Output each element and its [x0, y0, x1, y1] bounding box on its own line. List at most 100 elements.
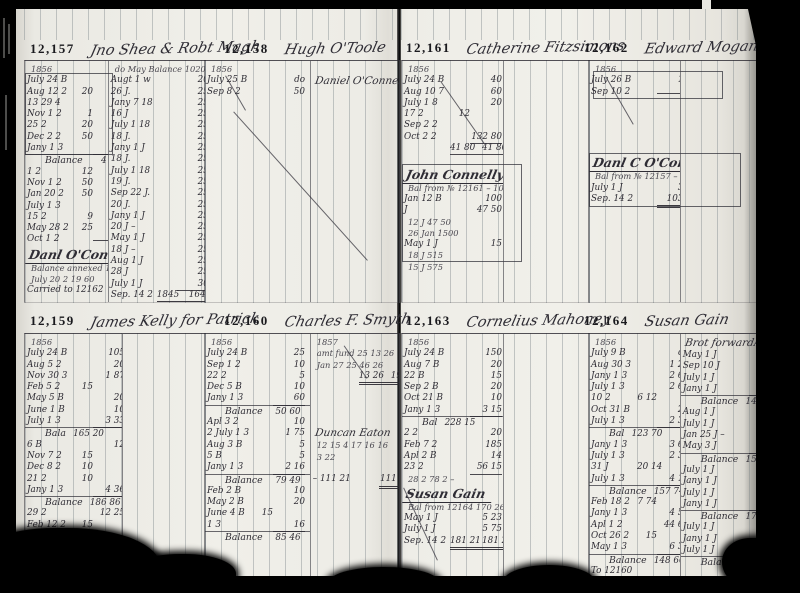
ledger-row: July 1 1825 — [110, 165, 205, 176]
ledger-row: Feb 12 2 15 — [27, 519, 93, 530]
ledger-row: 1856 — [595, 337, 617, 347]
account-number: 12,164 — [584, 313, 629, 328]
ledger-row: Carried to 121621000 — [25, 285, 108, 296]
account-header-12162: 12,162 Edward Mogan — [584, 39, 759, 60]
entries-column: 1857 amt fund 25 13 26 Jan 27 25 46 26 13 2… — [309, 334, 399, 576]
ink-box — [402, 164, 522, 262]
ledger-row: Nov 30 31 87 — [27, 370, 122, 381]
ledger-row: Oct 1 2 — [25, 234, 108, 245]
ledger-row: Bal from № 12161 – 1000 — [408, 182, 503, 193]
ledger-row: 1856 — [408, 337, 430, 347]
ledger-row: 28 J25 — [110, 267, 205, 278]
ledger-row: 1856 — [408, 64, 430, 74]
ledger-row: John Connelly — [402, 165, 503, 184]
entries-column: Brot forwardApl 44May 1 J3 70Sep 10 J10J… — [679, 334, 757, 576]
ledger-row: Jany 1 33 66 — [591, 439, 680, 450]
ledger-row: Oct 31 B20 — [591, 404, 680, 415]
ledger-row: Jany 1 J4 95 — [681, 499, 757, 512]
ledger-row: Aug 1 J25 — [110, 256, 205, 267]
ledger-row: Bal 228 15 — [402, 416, 503, 428]
ledger-row: Sep. 14 21030 — [589, 194, 680, 209]
account-number: 12,161 — [406, 40, 451, 55]
account-panel-12160: 1856 July 24 B 25 Sep 1 2 10 22 2 5 Dec 5 B 10 Ja… — [204, 333, 400, 576]
ledger-row: Apl 3 2 10 — [207, 417, 305, 428]
ledger-row: July 1 33 33 — [25, 416, 123, 429]
ledger-row: Sep 22 J.25 — [110, 188, 205, 199]
ledger-row: Apl 1 244 62 — [591, 519, 680, 530]
ledger-page-spread — [16, 8, 756, 576]
ledger-row: July 24 B 40 — [404, 75, 502, 86]
ledger-row: 18 J.25 — [110, 131, 205, 142]
ledger-row: 6 B12 — [27, 439, 122, 450]
account-number: 12,162 — [584, 40, 629, 55]
ledger-row: Jany 1 J3 61 — [681, 384, 757, 397]
ledger-row: Oct 26 2 15 — [591, 531, 657, 542]
ink-box — [593, 71, 723, 99]
account-header-12160: 12,160 Charles F. Smyth — [224, 311, 413, 333]
ledger-row: 25 2 20 — [27, 120, 93, 131]
ledger-row: Jany 1 J25 — [110, 210, 205, 221]
ledger-row: Jan 20 2 50 — [27, 189, 93, 200]
ledger-row: 1856 — [211, 64, 233, 74]
ledger-row: Sep. 14 218451645 — [109, 290, 205, 302]
ledger-row: To 12160 — [591, 565, 633, 576]
ledger-row: Dec 5 B 10 — [207, 382, 305, 393]
ledger-row: 3 22 — [316, 451, 336, 462]
ledger-row: 1 3 16 — [205, 520, 310, 533]
ledger-row: Bala 165 20 — [25, 427, 123, 439]
ledger-row: 28 2 78 2 – — [408, 473, 455, 484]
ledger-row: Aug 30 31 21 — [591, 359, 680, 370]
ledger-row: Sep 2 2 — [404, 120, 438, 131]
account-number: 12,163 — [406, 313, 451, 328]
ledger-row: 1856 — [31, 64, 53, 74]
ledger-row: July 1 J4 55 — [682, 464, 715, 475]
ledger-row: May 1 J25 — [110, 233, 205, 244]
ledger-row: Aug 1 J3 73 — [682, 407, 716, 418]
entries-column — [679, 61, 757, 302]
ledger-row: 17 212 — [404, 109, 470, 120]
ledger-row: 12 15 4 17 16 16 — [316, 440, 389, 451]
ledger-row: Sep 10 2 — [589, 87, 680, 98]
ledger-row: Balance 85 46 — [205, 531, 310, 543]
film-scratch — [8, 24, 10, 54]
account-header-12159: 12,159 James Kelly for Patrick — [30, 311, 261, 333]
ledger-row: June 4 B 15 — [207, 508, 273, 519]
ledger-row — [589, 98, 680, 109]
ledger-row: 1856 — [211, 337, 233, 347]
entries-column — [502, 334, 589, 576]
ledger-row: 19 J.25 — [110, 176, 205, 187]
ledger-row: 31 J 20 14 — [591, 462, 663, 473]
account-holder-name: Charles F. Smyth — [282, 311, 413, 331]
ledger-row — [311, 64, 399, 75]
ledger-row: 23 2 56 15 — [402, 462, 503, 475]
ledger-row: 1 2 12 — [27, 166, 93, 177]
ledger-row: Apl 2 B 14 — [404, 450, 502, 461]
entries-column — [502, 61, 589, 302]
ledger-row: Jany 1 34 36 — [25, 485, 123, 498]
ledger-row: July 20 2 19 60 — [31, 274, 95, 285]
ledger-row — [589, 120, 680, 131]
account-panel-12163: 1856 July 24 B 150 Aug 7 B 20 22 B 15 Sep 2 B 20… — [401, 333, 590, 576]
ledger-row — [311, 463, 399, 474]
ledger-row: July 24 B — [27, 75, 68, 86]
ledger-row: July 9 Bdo — [591, 348, 680, 359]
ruled-margin-left — [24, 9, 398, 40]
ledger-row: Feb 5 2 15 — [27, 382, 93, 393]
ledger-row: Jany 1 32 63 — [591, 370, 680, 381]
ledger-row: May 28 2 25 — [27, 223, 93, 234]
ledger-row: Aug 5 220 — [27, 359, 122, 370]
ledger-row: July 1 J4 50 — [682, 418, 715, 429]
